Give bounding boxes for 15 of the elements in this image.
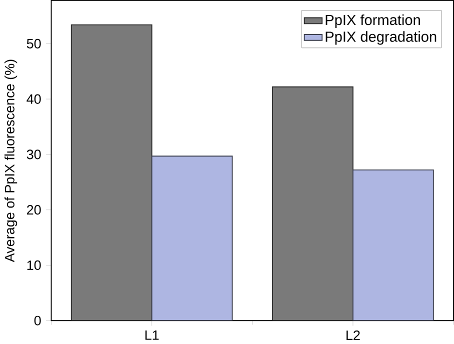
y-tick-label: 50 <box>26 38 41 48</box>
y-tick-label: 30 <box>26 149 41 160</box>
x-tick-label: L2 <box>346 330 360 340</box>
x-tick-label: L1 <box>145 330 159 340</box>
y-axis-title: Average of PpIX fluorescence (%) <box>4 60 18 262</box>
y-tick-label: 20 <box>27 204 41 214</box>
bar <box>70 24 152 320</box>
y-tick-label: 0 <box>34 316 41 326</box>
legend-label: PpIX degradation <box>326 30 436 44</box>
y-tick-label: 10 <box>27 260 41 270</box>
bar <box>151 155 233 320</box>
y-tick-label: 40 <box>26 94 41 104</box>
bar <box>272 86 354 320</box>
bar <box>352 169 434 320</box>
legend-label: PpIX formation <box>326 14 420 28</box>
